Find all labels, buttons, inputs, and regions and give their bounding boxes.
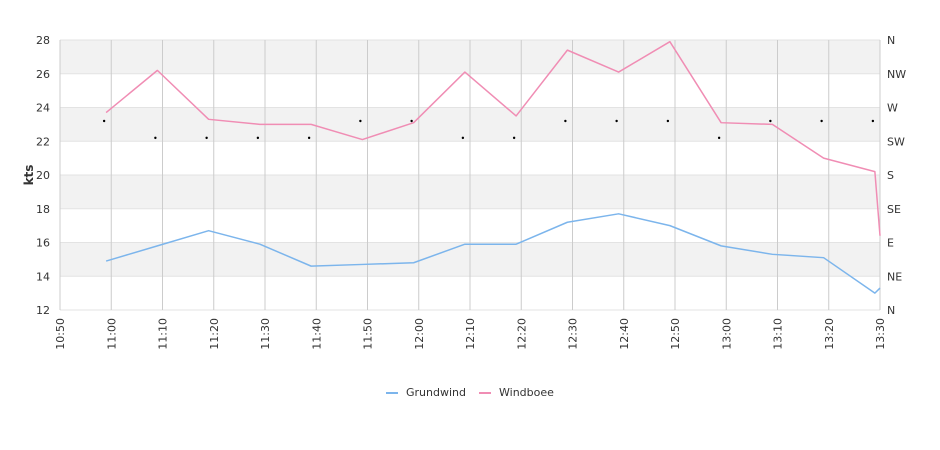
x-tick-label: 12:30: [567, 318, 580, 350]
y-tick-label: 20: [36, 169, 50, 182]
y-tick-label: 16: [36, 237, 50, 250]
direction-point: [410, 119, 413, 123]
direction-tick-label: N: [887, 304, 895, 317]
direction-point: [717, 136, 721, 140]
series-line-windboee: [105, 40, 881, 236]
legend: Grundwind Windboee: [386, 386, 554, 399]
x-tick-label: 13:30: [874, 318, 887, 350]
x-tick-label: 12:00: [413, 318, 426, 350]
direction-point: [666, 119, 670, 123]
direction-point: [871, 119, 875, 123]
legend-label-windboee: Windboee: [499, 386, 554, 399]
x-tick-label: 13:10: [772, 318, 785, 350]
y-tick-label: 26: [36, 68, 50, 81]
x-tick-label: 12:10: [464, 318, 477, 350]
x-tick-label: 11:10: [157, 318, 170, 350]
y-tick-label: 14: [36, 270, 50, 283]
y-tick-label: 12: [36, 304, 50, 317]
direction-point: [205, 136, 208, 140]
x-tick-label: 12:20: [515, 318, 528, 350]
y-axis-label: kts: [22, 165, 36, 186]
x-tick-label: 11:20: [208, 318, 221, 350]
x-tick-label: 11:40: [310, 318, 323, 350]
direction-point: [102, 119, 106, 123]
direction-point: [512, 136, 516, 140]
direction-tick-label: SE: [887, 203, 901, 216]
direction-markers: [102, 119, 875, 140]
x-tick-label: 12:40: [618, 318, 631, 350]
grid-lines: [59, 39, 881, 311]
direction-point: [615, 119, 618, 123]
direction-point: [256, 136, 260, 140]
direction-point: [461, 136, 465, 140]
direction-point: [154, 136, 157, 140]
x-tick-label: 11:50: [362, 318, 375, 350]
x-tick-label: 13:00: [720, 318, 733, 350]
direction-point: [820, 119, 823, 123]
direction-point: [307, 136, 311, 140]
direction-tick-label: E: [887, 237, 894, 250]
legend-label-grundwind: Grundwind: [406, 386, 466, 399]
y-tick-label: 22: [36, 135, 50, 148]
direction-point: [359, 119, 362, 123]
direction-tick-label: NE: [887, 270, 902, 283]
legend-item-windboee[interactable]: Windboee: [479, 386, 554, 399]
y-axis-ticks: 12 14 16 18 20 22 24 26 28: [36, 34, 50, 317]
y-tick-label: 24: [36, 102, 50, 115]
x-tick-label: 12:50: [669, 318, 682, 350]
direction-tick-label: N: [887, 34, 895, 47]
y-tick-label: 28: [36, 34, 50, 47]
direction-tick-label: W: [887, 102, 898, 115]
series-line-grundwind: [105, 213, 881, 294]
x-axis-ticks: 10:50 11:00 11:10 11:20 11:30 11:40 11:50 12:00…: [54, 318, 887, 350]
direction-point: [769, 119, 772, 123]
direction-tick-label: NW: [887, 68, 906, 81]
x-tick-label: 13:20: [823, 318, 836, 350]
direction-point: [564, 119, 567, 123]
direction-axis-ticks: N NE E SE S SW W NW N: [887, 34, 906, 317]
direction-tick-label: SW: [887, 135, 905, 148]
x-tick-label: 11:00: [105, 318, 118, 350]
series-lines: [105, 40, 881, 294]
y-tick-label: 18: [36, 203, 50, 216]
legend-item-grundwind[interactable]: Grundwind: [386, 386, 466, 399]
x-tick-label: 11:30: [259, 318, 272, 350]
x-tick-label: 10:50: [54, 318, 67, 350]
direction-tick-label: S: [887, 169, 894, 182]
